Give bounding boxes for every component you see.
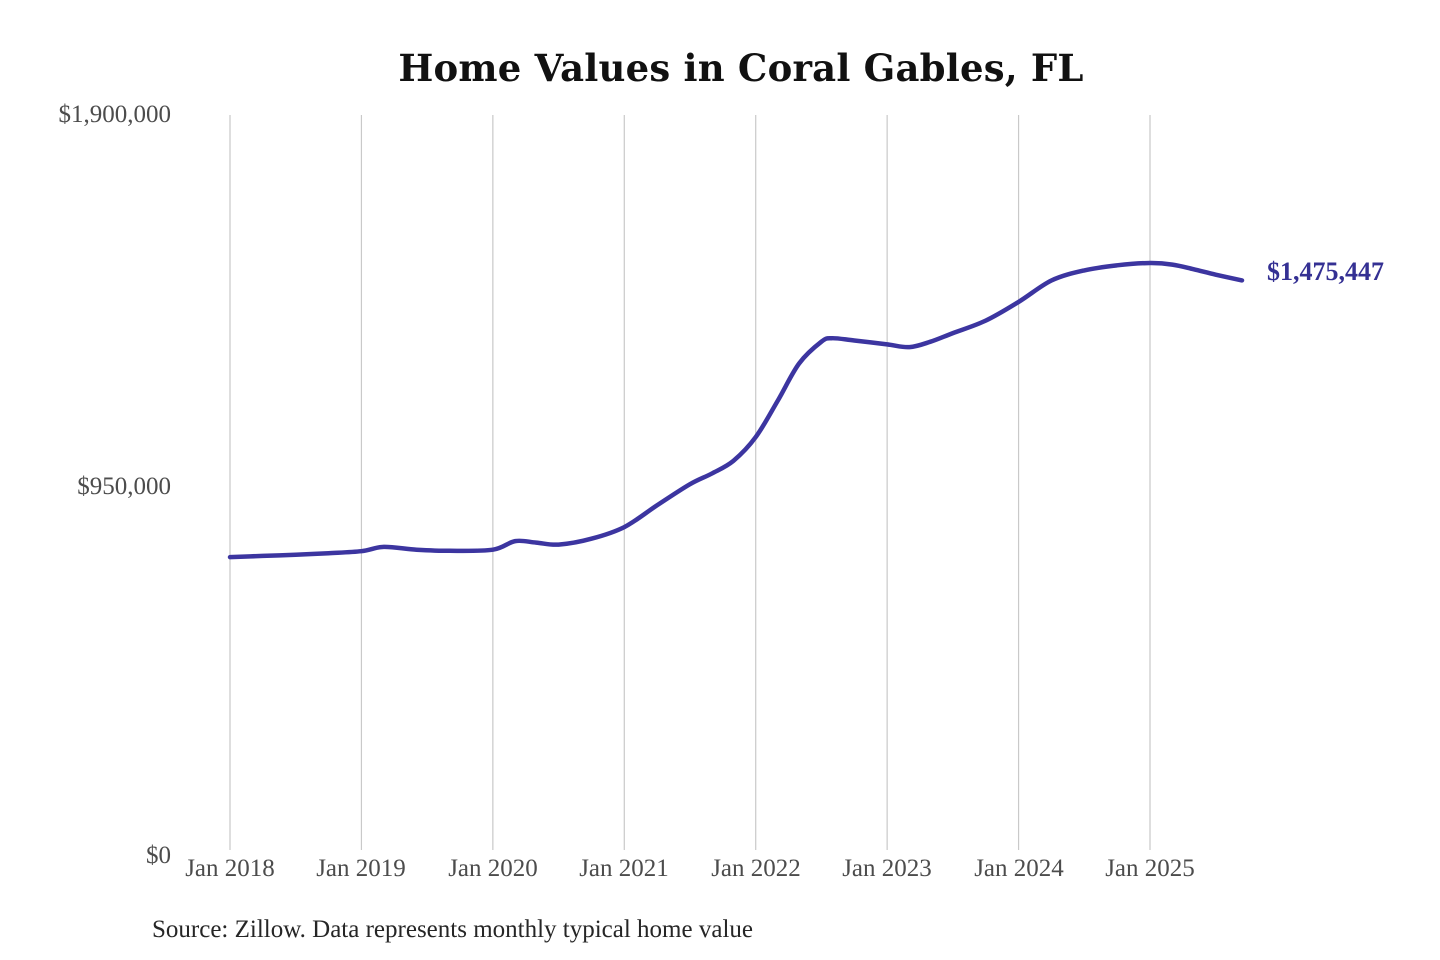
source-note: Source: Zillow. Data represents monthly … <box>152 916 753 943</box>
y-axis-label-1900000: $1,900,000 <box>58 101 172 128</box>
y-axis-label-0: $0 <box>146 842 171 869</box>
year-gridlines <box>229 115 1151 850</box>
y-axis-label-950000: $950,000 <box>77 473 171 500</box>
x-axis-label-jan-2023: Jan 2023 <box>842 855 932 882</box>
home-value-line <box>227 260 1245 560</box>
x-axis-label-jan-2021: Jan 2021 <box>579 855 669 882</box>
x-axis-label-jan-2018: Jan 2018 <box>185 855 275 882</box>
x-axis-label-jan-2019: Jan 2019 <box>316 855 406 882</box>
x-axis-label-jan-2022: Jan 2022 <box>711 855 801 882</box>
page-title: Home Values in Coral Gables, FL <box>398 46 1084 90</box>
latest-value-label: $1,475,447 <box>1267 257 1384 286</box>
x-axis-label-jan-2025: Jan 2025 <box>1105 855 1195 882</box>
x-axis-label-jan-2024: Jan 2024 <box>974 855 1064 882</box>
x-axis-label-jan-2020: Jan 2020 <box>448 855 538 882</box>
